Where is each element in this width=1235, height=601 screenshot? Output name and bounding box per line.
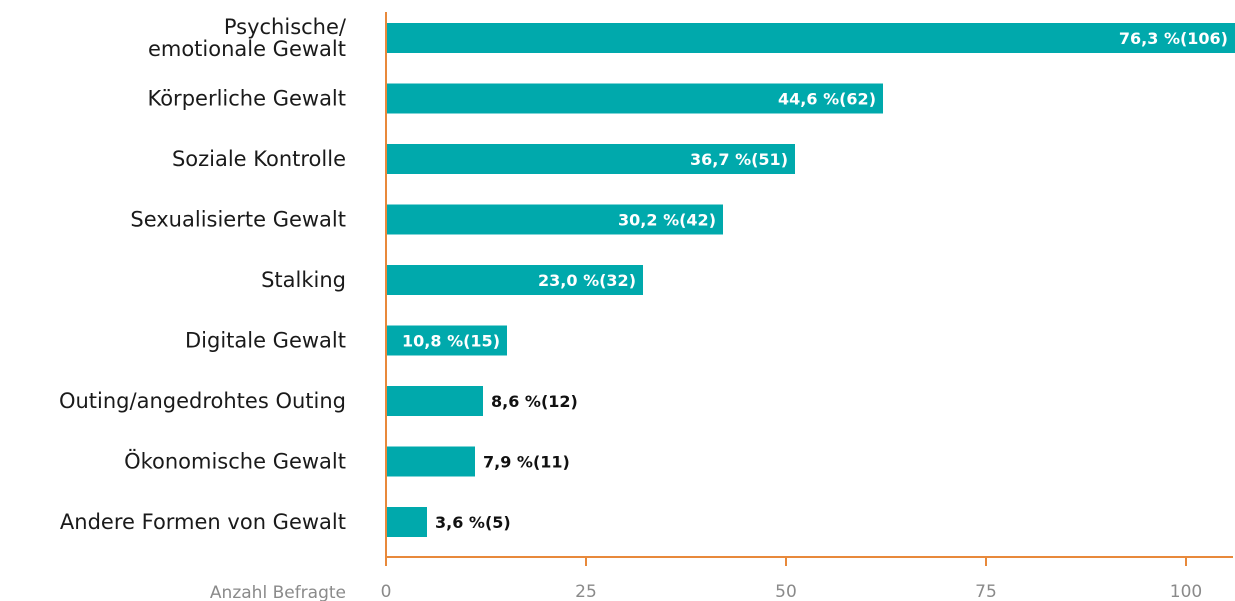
bar-6	[387, 325, 507, 356]
category-label-7: Outing/angedrohtes Outing	[59, 389, 346, 413]
value-label-7: 8,6 %(12)	[491, 392, 578, 411]
bar-1	[387, 23, 1235, 53]
category-label-5: Stalking	[261, 268, 346, 292]
bar-5	[387, 265, 643, 295]
category-label-2: Körperliche Gewalt	[147, 87, 346, 111]
value-label-4: 30,2 %(42)	[618, 211, 716, 230]
bar-9	[387, 507, 427, 537]
value-label-1: 76,3 %(106)	[1119, 29, 1228, 48]
bar-8	[387, 446, 475, 477]
x-tick-label-25: 25	[575, 582, 597, 601]
bars-group	[387, 23, 1235, 537]
value-label-5: 23,0 %(32)	[538, 271, 636, 290]
x-tick-label-100: 100	[1170, 582, 1202, 601]
value-label-2: 44,6 %(62)	[778, 90, 876, 109]
value-label-9: 3,6 %(5)	[435, 513, 511, 532]
axes-group: 0 25 50 75 100	[381, 12, 1233, 601]
category-label-6: Digitale Gewalt	[185, 329, 346, 353]
category-label-8: Ökonomische Gewalt	[124, 449, 346, 474]
bar-7	[387, 386, 483, 416]
category-labels-group: Psychische/emotionale Gewalt Körperliche …	[59, 15, 347, 534]
value-labels-group: 76,3 %(106) 44,6 %(62) 36,7 %(51) 30,2 %(42…	[402, 29, 1228, 532]
category-label-4: Sexualisierte Gewalt	[130, 208, 346, 232]
x-tick-label-50: 50	[775, 582, 797, 601]
bar-2	[387, 83, 883, 114]
value-label-3: 36,7 %(51)	[690, 150, 788, 169]
category-label-3: Soziale Kontrolle	[172, 147, 346, 171]
bar-4	[387, 204, 723, 235]
value-label-8: 7,9 %(11)	[483, 453, 570, 472]
category-label-1: Psychische/emotionale Gewalt	[148, 15, 347, 61]
value-label-6: 10,8 %(15)	[402, 332, 500, 351]
x-tick-label-75: 75	[975, 582, 997, 601]
x-axis-title: Anzahl Befragte	[210, 583, 346, 601]
category-label-9: Andere Formen von Gewalt	[60, 510, 346, 534]
x-tick-label-0: 0	[381, 582, 392, 601]
bar-3	[387, 144, 795, 174]
